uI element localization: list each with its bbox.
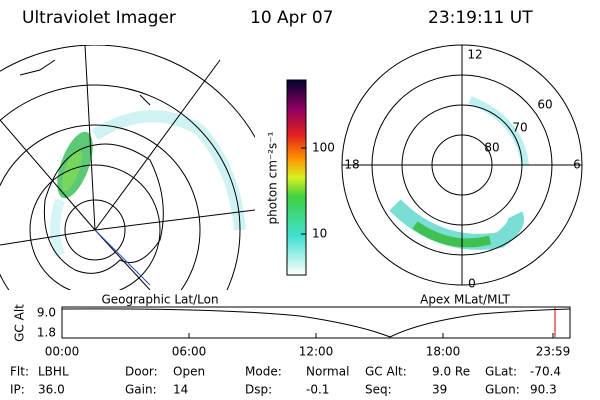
field-value: LBHL [38,365,69,379]
altitude-ylabel: GC Alt [13,304,27,342]
mlat-label: 60 [537,98,552,112]
field-label: Flt: [10,365,29,379]
altitude-xtick-label: 06:00 [172,345,207,359]
field-value: 14 [173,383,188,397]
aurora [50,110,246,257]
altitude-xtick-label: 23:59 [536,345,571,359]
altitude-xtick-label: 18:00 [426,345,461,359]
colorbar [286,79,307,276]
field-label: Gain: [125,383,157,397]
field-label: GLon: [485,383,520,397]
field-value: Open [173,365,205,379]
right-caption: Apex MLat/MLT [420,293,510,307]
field-value: 9.0 Re [432,365,470,379]
time: 23:19:11 UT [428,8,533,28]
left-caption: Geographic Lat/Lon [101,293,218,307]
mlat-label: 80 [484,141,499,155]
field-label: GLat: [485,365,517,379]
geographic-map [0,45,255,290]
field-value: Normal [306,365,349,379]
field-value: 90.3 [530,383,557,397]
field-value: 36.0 [38,383,65,397]
field-value: -70.4 [530,365,561,379]
altitude-xtick-label: 00:00 [45,345,80,359]
field-label: Dsp: [245,383,272,397]
field-value: -0.1 [306,383,329,397]
field-label: Mode: [245,365,282,379]
field-value: 39 [432,383,447,397]
colorbar-tick-label: 100 [312,141,335,155]
date: 10 Apr 07 [250,8,333,28]
title: Ultraviolet Imager [22,8,176,28]
altitude-ytick: 1.8 [37,326,56,340]
altitude-ytick: 9.0 [37,306,56,320]
field-label: Seq: [365,383,392,397]
mlt-label: 18 [344,158,359,172]
mlt-label: 0 [468,277,476,291]
mlt-label: 6 [573,158,581,172]
altitude-curve [61,308,571,338]
colorbar-label: photon cm⁻²s⁻¹ [266,131,280,224]
mlt-label: 12 [467,48,482,62]
mlat-label: 70 [512,121,527,135]
field-label: Door: [125,365,158,379]
polar-grid [341,44,583,286]
colorbar-tick-label: 10 [312,227,327,241]
field-label: GC Alt: [365,365,407,379]
field-label: IP: [10,383,25,397]
altitude-xtick-label: 12:00 [299,345,334,359]
apex-map [389,96,529,250]
